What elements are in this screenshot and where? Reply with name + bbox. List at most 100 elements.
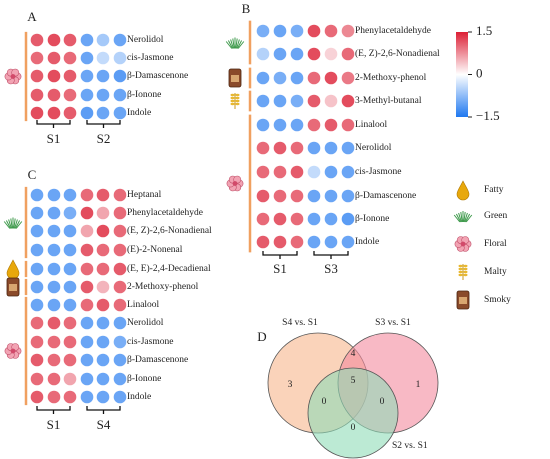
heat-dot: [47, 224, 61, 238]
heat-dot: [256, 24, 270, 38]
jar-label: [9, 284, 17, 291]
heat-dot: [47, 51, 61, 65]
heat-dot: [96, 372, 110, 386]
heat-dot: [113, 335, 127, 349]
heat-dot: [47, 243, 61, 257]
heat-dot: [307, 118, 321, 132]
icon-malty: [230, 93, 240, 109]
heat-dot: [63, 206, 77, 220]
row-label: (E, Z)-2,6-Nonadienal: [127, 225, 212, 236]
icon-green: [225, 37, 245, 49]
row-label: cis-Jasmone: [127, 53, 173, 63]
heat-dot: [30, 353, 44, 367]
legend-label: Smoky: [484, 295, 511, 305]
jar-label: [459, 297, 467, 304]
heat-dot: [113, 188, 127, 202]
heat-dot: [80, 188, 94, 202]
heat-dot: [96, 206, 110, 220]
heat-dot: [30, 390, 44, 404]
heat-dot: [307, 189, 321, 203]
row-label: Indole: [355, 237, 379, 247]
group-bracket: [86, 120, 121, 128]
grain: [235, 93, 240, 97]
grass: [232, 38, 235, 49]
heat-dot: [30, 280, 44, 294]
heat-dot: [96, 88, 110, 102]
heat-dot: [307, 212, 321, 226]
heat-dot: [63, 372, 77, 386]
row-label: 2-Methoxy-phenol: [127, 282, 199, 292]
heat-dot: [30, 88, 44, 102]
set-label: S3 vs. S1: [375, 318, 411, 328]
heat-dot: [113, 262, 127, 276]
heat-dot: [341, 94, 355, 108]
heat-dot: [290, 94, 304, 108]
legend-label: Malty: [484, 267, 507, 277]
region-count: 0: [380, 397, 385, 407]
heat-dot: [63, 353, 77, 367]
heat-dot: [80, 298, 94, 312]
row-label: β-Ionone: [127, 90, 161, 100]
region-count: 1: [416, 380, 421, 390]
grass: [464, 212, 468, 223]
heat-dot: [47, 206, 61, 220]
heat-dot: [63, 51, 77, 65]
grain: [463, 267, 468, 271]
row-label: 2-Methoxy-phenol: [355, 73, 427, 83]
grass: [236, 40, 243, 49]
grain: [230, 93, 235, 97]
heat-dot: [30, 51, 44, 65]
heat-dot: [324, 212, 338, 226]
heat-dot: [307, 165, 321, 179]
heat-dot: [273, 212, 287, 226]
heat-dot: [290, 165, 304, 179]
heat-dot: [290, 141, 304, 155]
heat-dot: [113, 88, 127, 102]
heat-dot: [324, 71, 338, 85]
heat-dot: [256, 118, 270, 132]
set-label: S4 vs. S1: [282, 318, 318, 328]
heat-dot: [96, 262, 110, 276]
row-label: β-Damascenone: [127, 355, 188, 365]
heat-dot: [30, 262, 44, 276]
grain: [458, 267, 463, 271]
heat-dot: [80, 372, 94, 386]
region-count: 0: [351, 423, 356, 433]
heat-dot: [30, 69, 44, 83]
icon-floral: [4, 343, 22, 359]
heat-dot: [113, 280, 127, 294]
heat-dot: [290, 189, 304, 203]
icon-floral: [454, 236, 472, 252]
heat-dot: [273, 71, 287, 85]
grass: [464, 213, 471, 223]
heat-dot: [96, 188, 110, 202]
legend-label: Green: [484, 211, 507, 221]
heat-dot: [256, 165, 270, 179]
heat-dot: [341, 118, 355, 132]
flower-center: [10, 348, 16, 354]
icon-malty: [458, 264, 468, 280]
group-bracket: [36, 406, 71, 414]
heat-dot: [324, 165, 338, 179]
grain: [230, 99, 235, 103]
heat-dot: [113, 372, 127, 386]
heat-dot: [47, 88, 61, 102]
grain: [463, 273, 468, 277]
heat-dot: [290, 24, 304, 38]
panel-label: B: [242, 1, 251, 16]
grain: [235, 99, 240, 103]
heat-dot: [80, 262, 94, 276]
region-count: 4: [351, 349, 356, 359]
heat-dot: [256, 212, 270, 226]
heat-dot: [30, 316, 44, 330]
row-label: cis-Jasmone: [127, 337, 173, 347]
grass: [14, 220, 21, 229]
row-label: cis-Jasmone: [355, 167, 401, 177]
heat-dot: [256, 235, 270, 249]
row-label: Indole: [127, 108, 151, 118]
heat-dot: [341, 47, 355, 61]
heat-dot: [80, 51, 94, 65]
heat-dot: [30, 206, 44, 220]
region-count: 3: [288, 380, 293, 390]
group-label: S1: [273, 261, 287, 276]
